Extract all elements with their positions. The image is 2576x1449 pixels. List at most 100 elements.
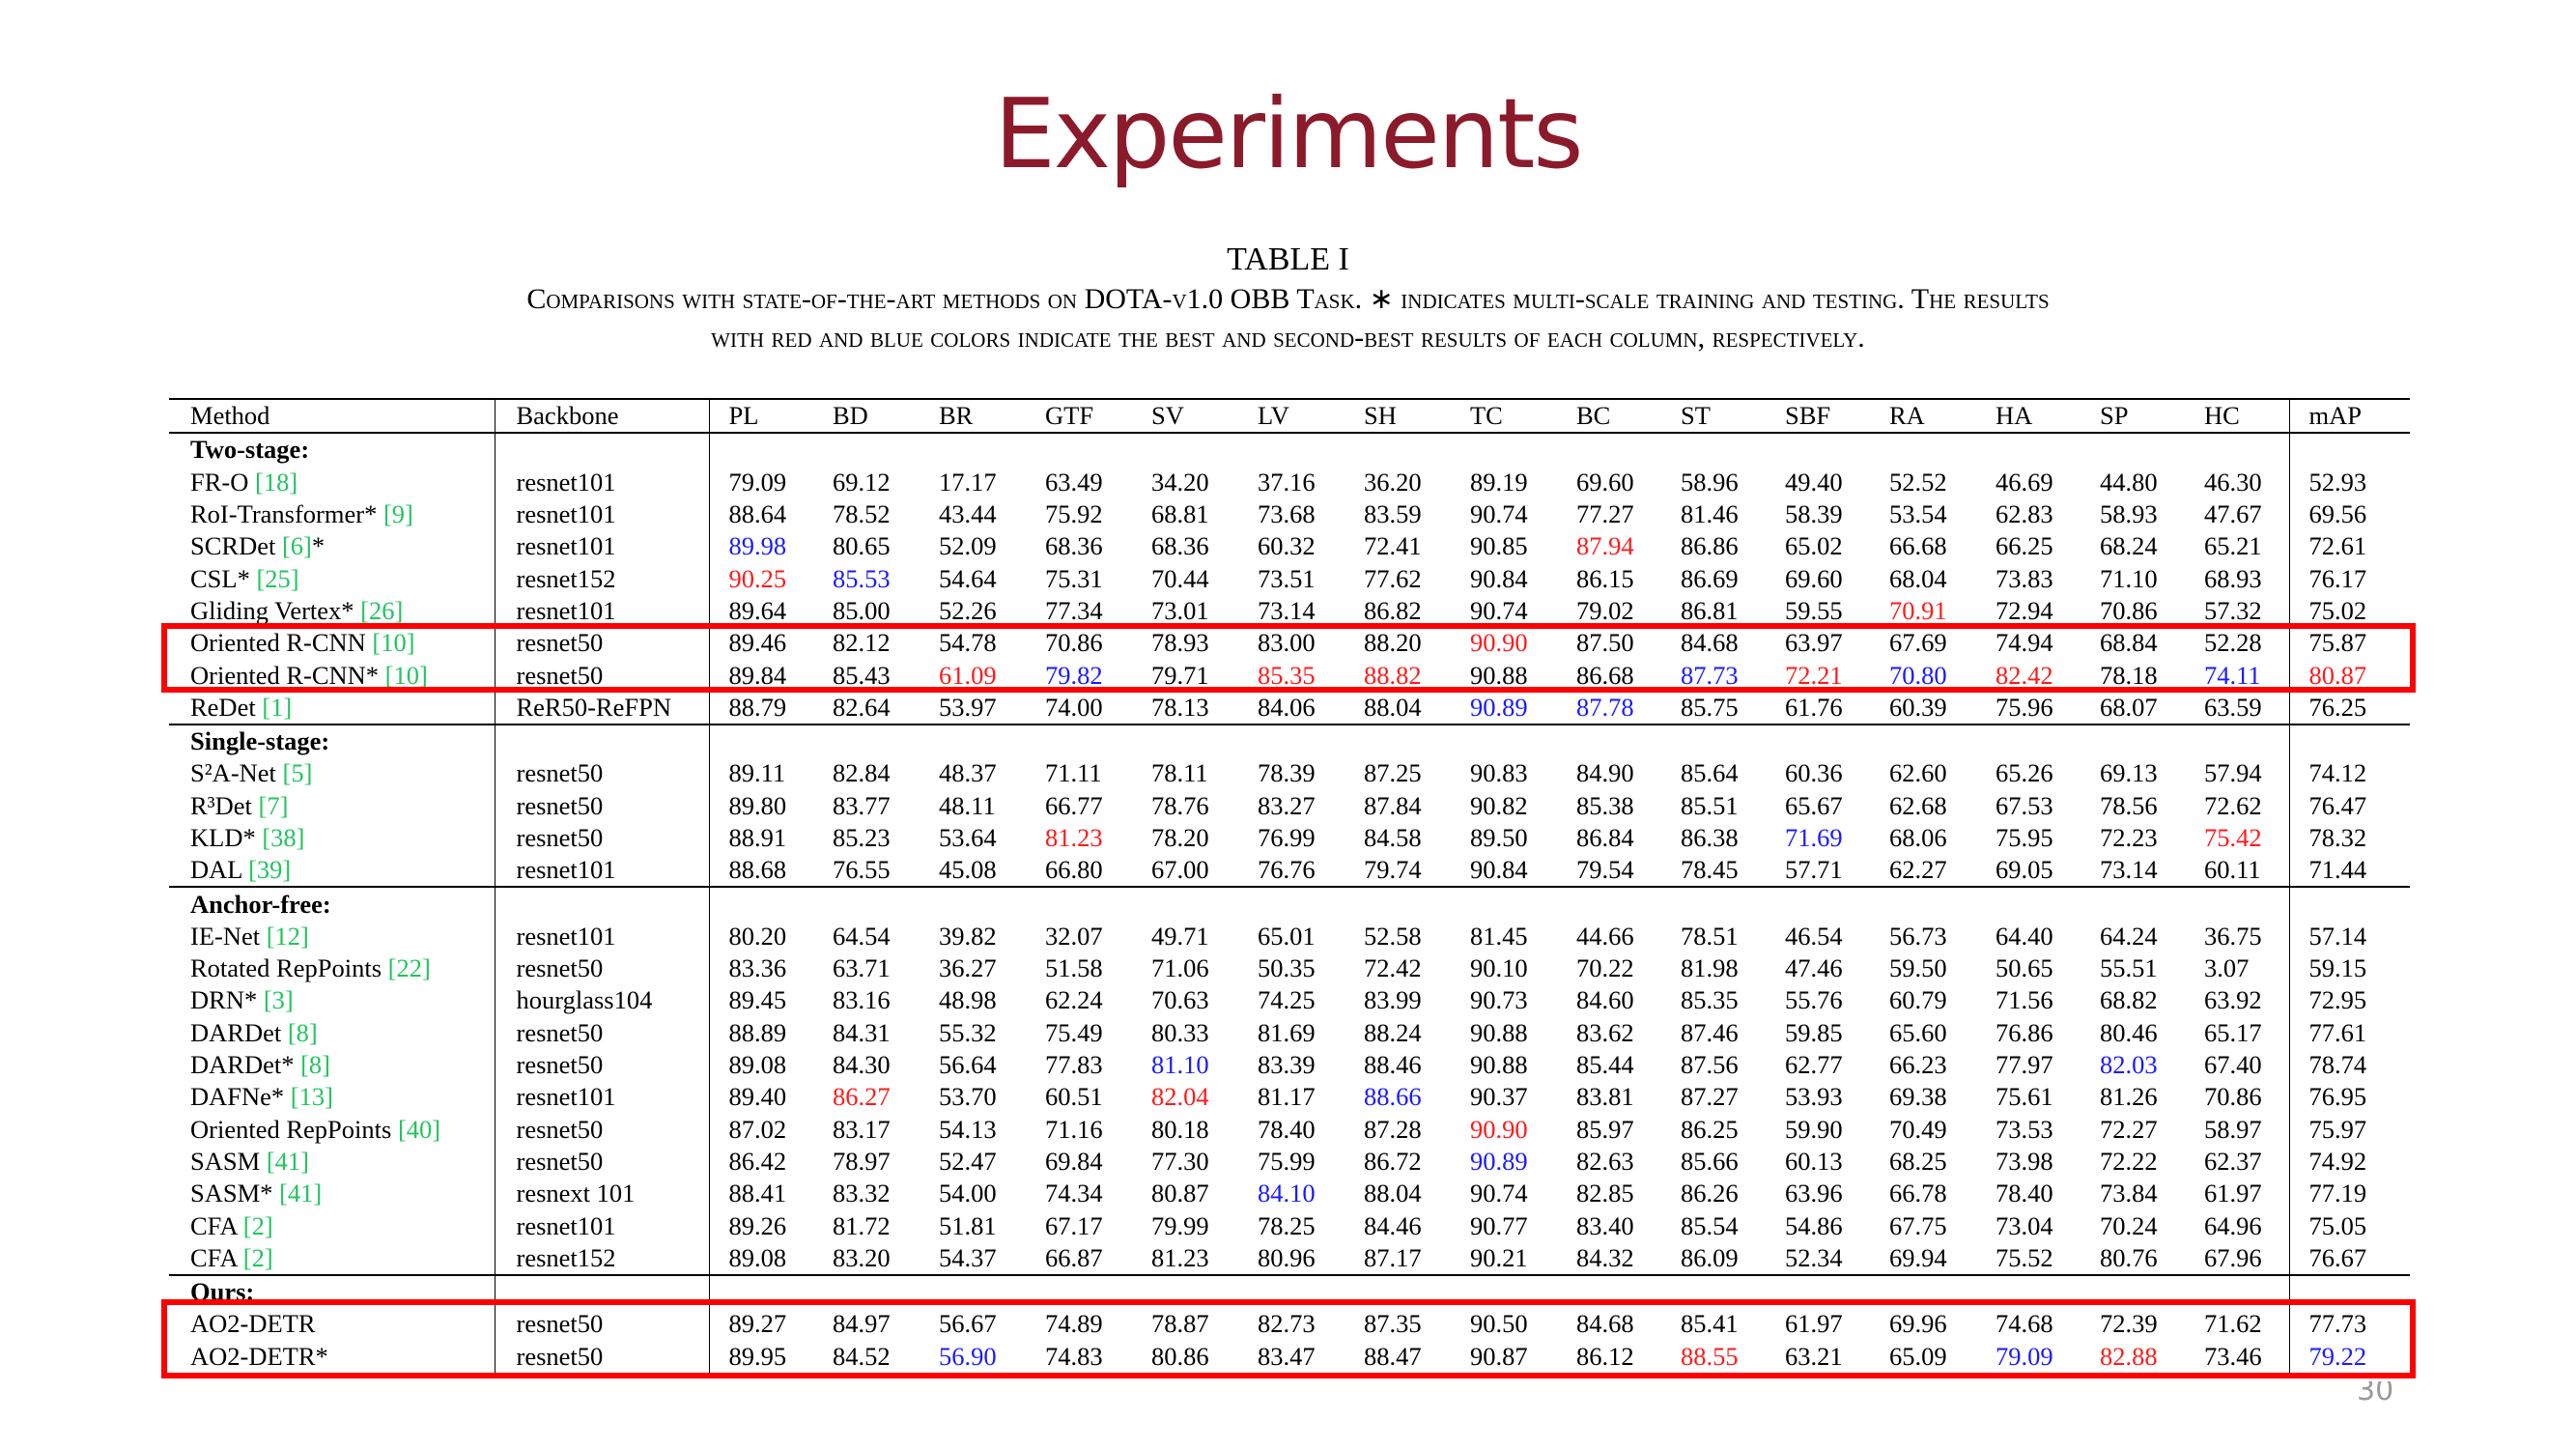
citation-link[interactable]: [3] [263,985,294,1015]
backbone-cell: resnet50 [494,789,709,822]
value-cell-bc: 87.94 [1576,531,1634,561]
value-cell-br: 52.47 [939,1146,997,1176]
group-spacer [708,724,813,758]
table-header-row: Method Backbone PL BD BR GTF SV LV SH TC BC ST SBF RA… [169,399,2410,434]
citation-link[interactable]: [12] [266,921,309,951]
value-cell-br: 48.11 [939,790,996,820]
citation-link[interactable]: [26] [360,595,404,625]
group-spacer [813,1275,920,1308]
value-cell-ha: 71.56 [1996,985,2053,1015]
header-sh: SH [1364,401,1397,431]
citation-link[interactable]: [2] [242,1210,273,1240]
citation-link[interactable]: [1] [262,692,293,722]
citation-link[interactable]: [8] [287,1017,318,1047]
citation-link[interactable]: [25] [256,563,299,593]
value-cell-map: 76.17 [2288,562,2410,595]
group-spacer [1026,887,1132,920]
value-cell-bc: 83.62 [1576,1017,1634,1047]
value-cell-sbf: 55.76 [1785,985,1843,1015]
method-cell: ReDet [1] [169,692,495,724]
citation-link[interactable]: [22] [387,953,431,983]
header-bc: BC [1576,401,1611,431]
group-spacer [1976,724,2081,757]
value-cell-sp: 81.26 [2100,1082,2158,1112]
citation-link[interactable]: [2] [242,1242,273,1272]
value-cell-ha: 75.52 [1996,1242,2053,1272]
value-cell-br: 56.67 [939,1309,997,1339]
page-number: 30 [2357,1381,2394,1405]
table-row: Oriented RepPoints [40] resnet50 87.02 83.1… [169,1113,2410,1146]
value-cell-tc: 90.89 [1470,692,1528,722]
value-cell-sv: 81.23 [1151,1242,1209,1272]
table-row: DARDet [8] resnet50 88.89 84.31 55.32 75.49 80… [169,1016,2410,1049]
value-cell-hc: 74.11 [2204,660,2261,690]
table-row: RoI-Transformer* [9] resnet101 88.64 78.52 4… [169,497,2410,531]
citation-link[interactable]: [39] [248,855,292,885]
value-cell-map: 72.95 [2288,984,2410,1017]
group-spacer [2288,433,2410,467]
header-tc: TC [1470,401,1503,431]
value-cell-lv: 78.39 [1258,758,1316,788]
table-label: TABLE I [1227,242,1349,277]
value-cell-sp: 72.22 [2100,1146,2158,1176]
citation-link[interactable]: [41] [279,1179,323,1208]
method-name: SASM* [190,1179,280,1208]
citation-link[interactable]: [38] [262,823,305,852]
method-cell: AO2-DETR* [169,1341,495,1374]
header-ha: HA [1996,401,2033,431]
value-cell-sp: 68.24 [2100,531,2158,561]
value-cell-sh: 88.04 [1364,1179,1422,1208]
value-cell-hc: 61.97 [2204,1179,2262,1208]
method-cell: SCRDet [6]* [169,530,495,562]
value-cell-bd: 86.27 [833,1082,891,1112]
value-cell-bc: 79.54 [1576,855,1634,885]
value-cell-bc: 82.63 [1576,1146,1634,1176]
value-cell-sv: 80.87 [1151,1179,1209,1208]
citation-link[interactable]: [10] [384,660,428,690]
value-cell-sv: 78.93 [1151,628,1209,658]
citation-link[interactable]: [6] [281,531,312,561]
value-cell-map: 75.05 [2288,1209,2410,1242]
value-cell-br: 39.82 [939,921,997,951]
group-spacer [1026,1275,1132,1308]
citation-link[interactable]: [40] [397,1114,441,1144]
method-cell: CFA [2] [169,1209,495,1241]
citation-link[interactable]: [9] [382,499,413,529]
value-cell-gtf: 63.49 [1045,467,1103,497]
group-spacer [1132,887,1238,920]
header-sv: SV [1151,401,1184,431]
value-cell-ha: 73.83 [1996,563,2053,593]
value-cell-tc: 89.19 [1470,467,1528,497]
citation-link[interactable]: [41] [266,1146,309,1176]
value-cell-ra: 68.06 [1889,823,1947,852]
citation-link[interactable]: [10] [372,628,415,658]
group-spacer [1661,1275,1766,1308]
value-cell-bc: 86.12 [1576,1341,1634,1371]
value-cell-bc: 87.78 [1576,692,1634,722]
method-cell: RoI-Transformer* [9] [169,498,495,530]
value-cell-br: 52.09 [939,531,997,561]
value-cell-ra: 56.73 [1889,921,1947,951]
value-cell-br: 54.00 [939,1179,997,1208]
value-cell-sv: 70.44 [1151,563,1209,593]
backbone-cell: resnet101 [494,920,709,953]
method-cell: Rotated RepPoints [22] [169,952,495,984]
group-spacer [1976,887,2081,920]
value-cell-ra: 66.78 [1889,1179,1947,1208]
table-row: DRN* [3] hourglass104 89.45 83.16 48.98 62.24… [169,984,2410,1017]
method-cell: AO2-DETR [169,1308,495,1340]
value-cell-sbf: 59.90 [1785,1114,1843,1144]
group-0: Two-stage: FR-O [18] resnet101 79.09 69.12 17… [169,433,2410,724]
citation-link[interactable]: [8] [300,1050,330,1080]
citation-link[interactable]: [5] [282,758,313,788]
value-cell-hc: 47.67 [2204,499,2262,529]
citation-link[interactable]: [13] [290,1082,333,1112]
method-cell: KLD* [38] [169,822,495,854]
group-spacer [920,887,1026,920]
citation-link[interactable]: [7] [258,790,289,820]
citation-link[interactable]: [18] [255,467,298,497]
value-cell-lv: 84.06 [1258,692,1316,722]
value-cell-pl: 89.27 [708,1308,813,1341]
header-map: mAP [2288,399,2410,434]
value-cell-sp: 44.80 [2100,467,2158,497]
